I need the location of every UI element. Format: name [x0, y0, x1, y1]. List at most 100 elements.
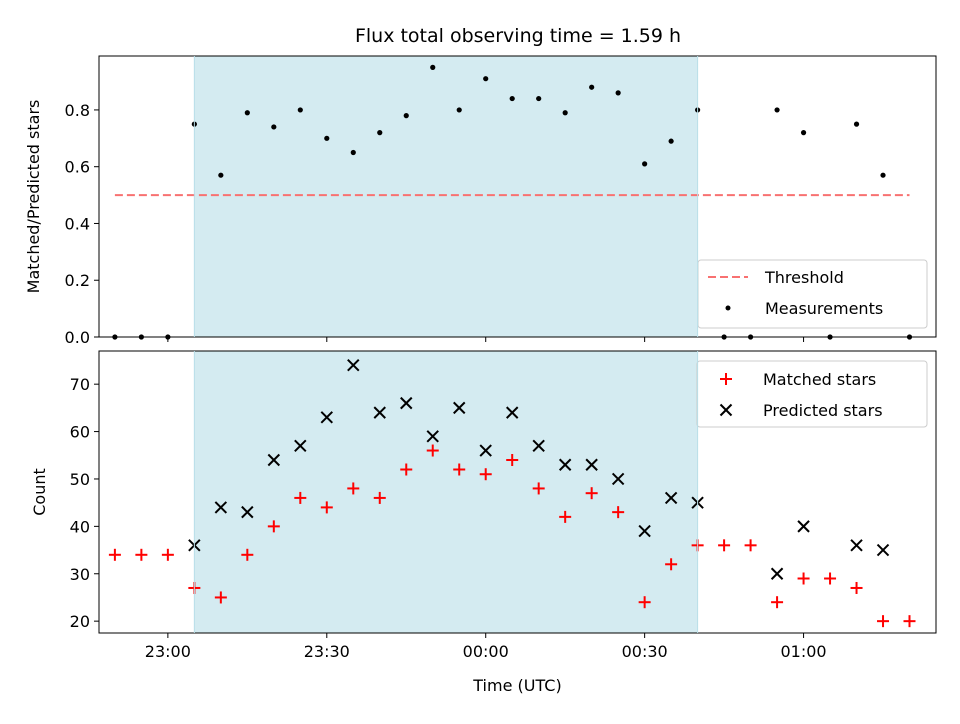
legend-predicted-swatch [719, 403, 733, 417]
top-ytick-label: 0.0 [65, 328, 90, 347]
matched-star-point [585, 487, 598, 500]
measurement-point [800, 130, 807, 136]
bottom-xtick-label: 00:30 [622, 642, 668, 661]
measurement-point [403, 113, 409, 119]
bottom-ytick-label: 20 [70, 612, 90, 631]
predicted-star-point [373, 406, 386, 419]
bottom-panel: 20 30 40 50 60 70 23:00 23:30 00:00 00:30 01:00 C… [30, 350, 937, 695]
measurement-point [668, 138, 674, 144]
matched-star-point [665, 558, 678, 571]
top-ylabel: Matched/Predicted stars [24, 100, 43, 294]
matched-star-point [824, 572, 837, 585]
legend-predicted-marker [719, 403, 733, 417]
matched-star-point [903, 615, 916, 628]
predicted-star-point [400, 396, 413, 410]
matched-star-point [559, 510, 572, 523]
measurement-point [853, 121, 860, 127]
bottom-xlabel: Time (UTC) [472, 676, 561, 695]
observing-window-shade-top [194, 56, 698, 337]
predicted-star-point [505, 406, 519, 419]
matched-star-point [718, 539, 731, 552]
matched-star-point [161, 548, 174, 561]
measurement-point [430, 64, 436, 70]
predicted-star-point [294, 439, 307, 452]
matched-star-point [108, 548, 121, 561]
top-ytick-label: 0.4 [65, 214, 90, 233]
measurement-point [880, 172, 886, 178]
bottom-legend-box [696, 360, 928, 428]
top-ytick-label: 0.6 [65, 158, 90, 177]
measurement-point [562, 110, 568, 116]
measurement-point [509, 95, 515, 102]
predicted-star-point [558, 458, 572, 471]
predicted-star-point [770, 567, 784, 580]
bottom-legend: Matched stars Predicted stars [696, 360, 928, 428]
matched-star-point [214, 591, 227, 604]
measurement-point [536, 95, 542, 102]
matched-star-point [506, 454, 519, 467]
bottom-ytick-label: 60 [70, 423, 90, 442]
bottom-axes-frame [98, 350, 937, 634]
legend-predicted-label: Predicted stars [763, 401, 883, 420]
legend-matched-swatch [720, 373, 732, 385]
predicted-star-point [664, 491, 678, 505]
legend-matched-label: Matched stars [763, 370, 876, 389]
measurement-point [218, 172, 224, 178]
matched-star-point [373, 491, 386, 504]
predicted-star-point [876, 543, 890, 557]
top-ytick-label: 0.8 [65, 101, 90, 120]
matched-star-point [771, 596, 784, 609]
predicted-star-point [638, 524, 651, 538]
predicted-star-point [850, 539, 863, 552]
measurement-point [377, 130, 383, 136]
bottom-ytick-label: 30 [70, 565, 90, 584]
predicted-star-point [241, 505, 254, 519]
measurement-point [456, 107, 462, 113]
matched-star-point [267, 520, 280, 533]
predicted-star-point [426, 430, 439, 443]
observing-window-shade-bottom [194, 351, 698, 633]
bottom-xtick-label: 00:00 [463, 642, 509, 661]
matched-star-point [400, 463, 413, 476]
measurement-point [774, 107, 780, 113]
predicted-star-point [214, 501, 228, 514]
matched-star-point [347, 482, 360, 495]
matched-star-point [453, 463, 466, 476]
matched-star-point [426, 444, 439, 457]
matched-star-point [638, 596, 651, 609]
measurement-point [642, 161, 648, 167]
bottom-ytick-label: 50 [70, 470, 90, 489]
predicted-star-point [347, 359, 360, 372]
bottom-ylabel: Count [30, 468, 49, 516]
measurement-point [350, 149, 356, 156]
matched-star-point [744, 539, 757, 552]
matched-star-point [320, 501, 333, 514]
predicted-star-point [267, 453, 281, 467]
legend-measurements-swatch [725, 305, 731, 311]
measurement-point [483, 76, 489, 82]
top-ytick-label: 0.2 [65, 271, 90, 290]
predicted-star-point [453, 401, 466, 415]
predicted-star-point [532, 439, 545, 452]
matched-star-point [294, 491, 307, 504]
chart-title: Flux total observing time = 1.59 h [355, 25, 681, 47]
bottom-ytick-label: 40 [70, 517, 90, 536]
measurement-point [271, 124, 277, 130]
matched-star-point [877, 615, 890, 628]
predicted-star-point [320, 411, 333, 424]
predicted-star-point [611, 472, 625, 486]
bottom-xtick-label: 23:00 [145, 642, 191, 661]
measurement-point [244, 110, 250, 116]
matched-star-point [532, 482, 545, 495]
matched-star-point [797, 572, 810, 585]
predicted-star-point [479, 444, 492, 457]
matched-star-point [241, 548, 254, 561]
top-panel: Flux total observing time = 1.59 h 0.0 0.… [24, 25, 937, 347]
matched-star-point [850, 581, 863, 594]
bottom-ytick-label: 70 [70, 375, 90, 394]
matched-star-point [135, 548, 148, 561]
measurement-point [297, 107, 303, 113]
measurement-point [615, 90, 621, 96]
measurement-point [324, 135, 330, 141]
